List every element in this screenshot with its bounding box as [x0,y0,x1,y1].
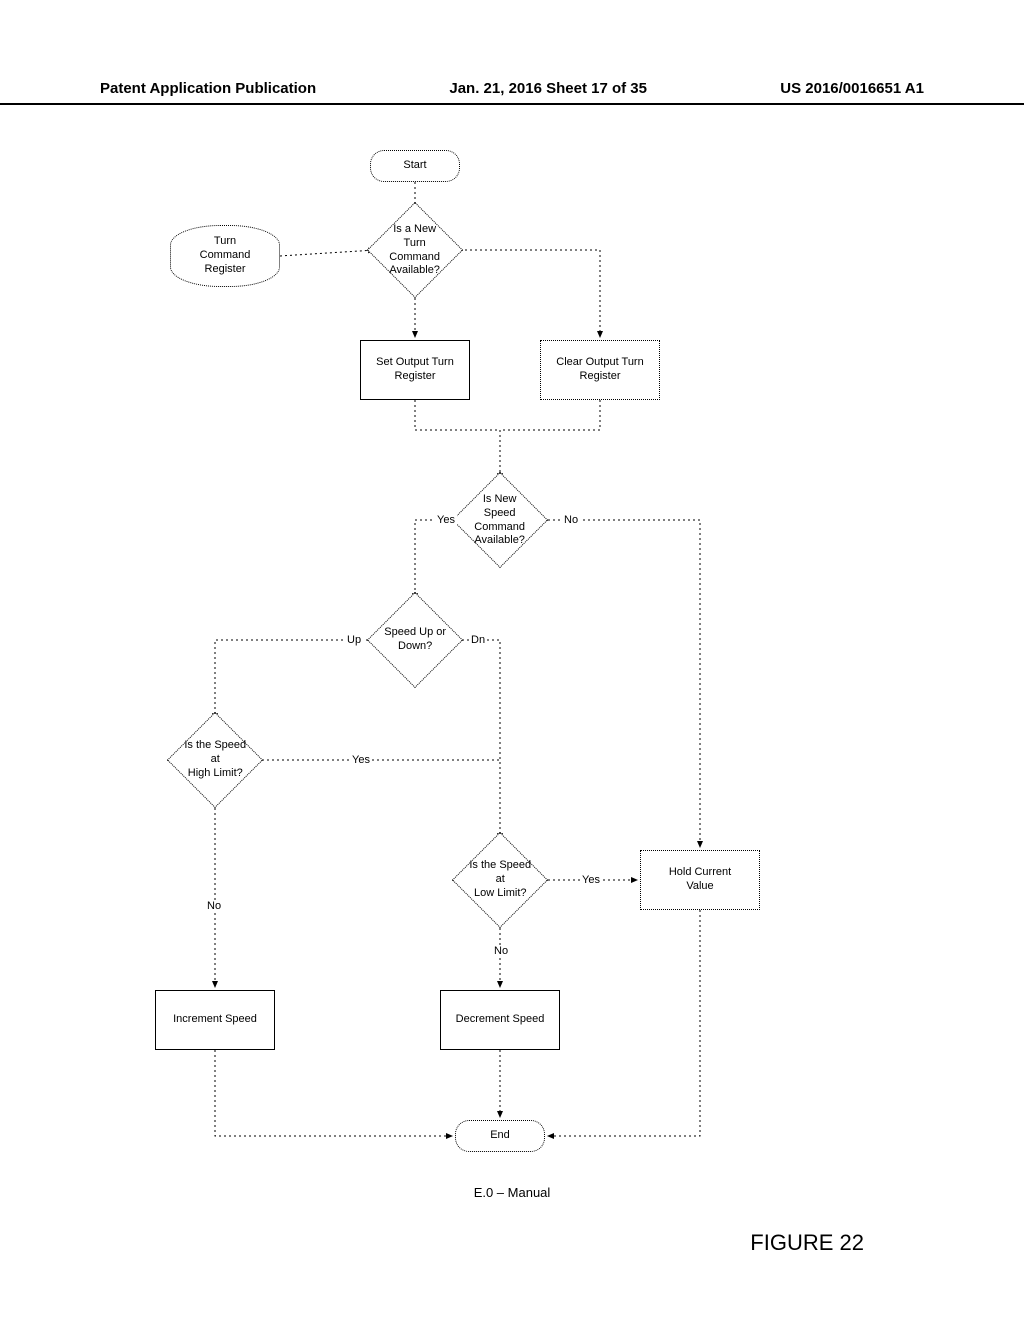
edge-label-no-1: No [562,514,580,526]
clear-output-label: Clear Output Turn Register [556,356,643,384]
edge-label-no-2: No [205,900,223,912]
new-speed-label: Is New Speed Command Available? [475,493,526,546]
flowchart-caption: E.0 – Manual [0,1185,1024,1200]
decrement-speed-label: Decrement Speed [456,1013,545,1027]
flowchart: Start Turn Command Register Is a New Tur… [0,130,1024,1180]
high-limit-decision: Is the Speed at High Limit? [167,712,263,808]
edge-label-yes-1: Yes [435,514,457,526]
new-speed-decision: Is New Speed Command Available? [452,472,548,568]
new-turn-decision: Is a New Turn Command Available? [367,202,463,298]
end-node: End [455,1120,545,1152]
increment-speed-label: Increment Speed [173,1013,257,1027]
start-label: Start [403,159,426,173]
edge-label-dn: Dn [469,634,487,646]
edge-label-yes-2: Yes [350,754,372,766]
caption-text: E.0 – Manual [474,1185,551,1200]
page-header: Patent Application Publication Jan. 21, … [0,80,1024,105]
header-left: Patent Application Publication [100,80,316,97]
figure-text: FIGURE 22 [750,1230,864,1255]
end-label: End [490,1129,510,1143]
hold-current-label: Hold Current Value [669,866,731,894]
decrement-speed: Decrement Speed [440,990,560,1050]
edge-label-no-3: No [492,945,510,957]
turn-cmd-register: Turn Command Register [170,225,280,287]
set-output-register: Set Output Turn Register [360,340,470,400]
clear-output-register: Clear Output Turn Register [540,340,660,400]
header-center: Jan. 21, 2016 Sheet 17 of 35 [449,80,647,97]
up-down-decision: Speed Up or Down? [367,592,463,688]
edge-label-up: Up [345,634,363,646]
figure-number: FIGURE 22 [750,1230,864,1256]
new-turn-label: Is a New Turn Command Available? [390,223,441,276]
header-right: US 2016/0016651 A1 [780,80,924,97]
set-output-label: Set Output Turn Register [376,356,454,384]
low-limit-decision: Is the Speed at Low Limit? [452,832,548,928]
increment-speed: Increment Speed [155,990,275,1050]
high-limit-label: Is the Speed at High Limit? [184,739,246,779]
turn-cmd-register-label: Turn Command Register [200,235,251,276]
edge-label-yes-3: Yes [580,874,602,886]
up-down-label: Speed Up or Down? [384,626,446,652]
hold-current-value: Hold Current Value [640,850,760,910]
start-node: Start [370,150,460,182]
low-limit-label: Is the Speed at Low Limit? [469,859,531,899]
